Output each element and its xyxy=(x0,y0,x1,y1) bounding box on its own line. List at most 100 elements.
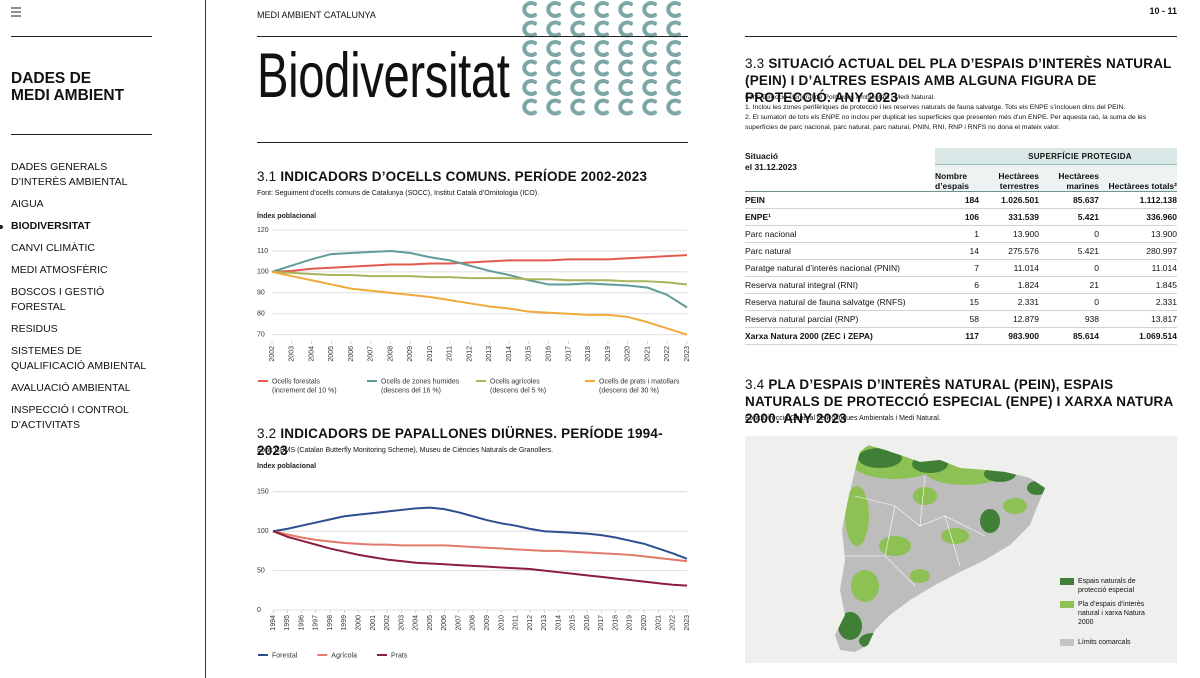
table-row: Parc natural 14 275.576 5.421 280.997 xyxy=(745,242,1177,260)
page-numbers: 10 - 11 xyxy=(1149,6,1177,16)
y-tick-label: 100 xyxy=(257,528,269,535)
nav-item[interactable]: BOSCOS I GESTIÓ FORESTAL xyxy=(11,286,105,313)
legend-label: Prats xyxy=(391,653,408,660)
x-tick-label: 2014 xyxy=(555,615,562,631)
table-cell: 184 xyxy=(935,191,981,209)
x-tick-label: 2005 xyxy=(328,346,335,362)
table-cell: 280.997 xyxy=(1101,242,1177,260)
table-row: Parc nacional 1 13.900 0 13.900 xyxy=(745,225,1177,243)
nav-item[interactable]: INSPECCIÓ I CONTROL D’ACTIVITATS xyxy=(11,404,129,431)
nav-item[interactable]: BIODIVERSITAT xyxy=(11,220,91,232)
table-head: Situació el 31.12.2023 SUPERFÍCIE PROTEGID… xyxy=(745,148,1177,192)
table-cell: Reserva natural integral (RNI) xyxy=(745,276,935,294)
y-tick-label: 150 xyxy=(257,489,269,496)
x-tick-label: 2002 xyxy=(269,346,276,362)
table-cell: 1.824 xyxy=(981,276,1041,294)
nav-item[interactable]: SISTEMES DE QUALIFICACIÓ AMBIENTAL xyxy=(11,345,147,372)
table-cell: 13.817 xyxy=(1101,310,1177,328)
legend-swatch xyxy=(1060,601,1074,608)
nav-item[interactable]: MEDI ATMOSFÈRIC xyxy=(11,264,108,276)
x-tick-label: 2004 xyxy=(308,346,315,362)
x-tick-label: 2022 xyxy=(664,346,671,362)
series-line xyxy=(271,270,688,286)
sidebar-border xyxy=(205,0,206,678)
legend-label: Ocells de prats i matollars xyxy=(599,379,680,386)
x-tick-label: 2003 xyxy=(289,346,296,362)
nav-item[interactable]: CANVI CLIMÀTIC xyxy=(11,242,96,254)
legend-label: Espais naturals de protecció especial xyxy=(1078,578,1136,594)
map-legend-item: Espais naturals de protecció especial xyxy=(1060,577,1150,595)
x-tick-label: 2019 xyxy=(605,346,612,362)
nav-item[interactable]: AIGUA xyxy=(11,198,44,210)
x-tick-label: 1996 xyxy=(298,615,305,631)
x-tick-label: 1997 xyxy=(313,615,320,631)
x-tick-label: 2013 xyxy=(486,346,493,362)
chart-source: Font: Seguiment d’ocells comuns de Catal… xyxy=(257,190,540,197)
column-header: Hectàrees marines xyxy=(1041,164,1101,192)
x-tick-label: 2023 xyxy=(684,615,691,631)
x-tick-label: 2022 xyxy=(670,615,677,631)
y-tick-label: 120 xyxy=(257,227,269,234)
x-tick-label: 2010 xyxy=(498,615,505,631)
table-cell: 58 xyxy=(935,310,981,328)
x-tick-label: 2020 xyxy=(625,346,632,362)
x-tick-label: 2020 xyxy=(641,615,648,631)
column-header: Hectàrees totals² xyxy=(1101,164,1177,192)
series-line xyxy=(271,270,688,336)
sidebar-rule xyxy=(11,36,152,37)
x-tick-label: 2018 xyxy=(585,346,592,362)
series-line xyxy=(272,530,688,563)
table-cell: 6 xyxy=(935,276,981,294)
x-tick-label: 2017 xyxy=(565,346,572,362)
x-tick-label: 1994 xyxy=(270,615,277,631)
legend-label: Límits comarcals xyxy=(1078,639,1131,646)
table-cell: Parc natural xyxy=(745,242,935,260)
table-cell: 7 xyxy=(935,259,981,277)
y-tick-label: 70 xyxy=(257,332,265,339)
y-tick-label: 100 xyxy=(257,269,269,276)
table-cell: 2.331 xyxy=(981,293,1041,311)
legend-note: (increment del 10 %) xyxy=(272,388,337,395)
sidebar-title-line: DADES DE xyxy=(11,70,92,87)
sidebar-title-line: MEDI AMBIENT xyxy=(11,87,125,104)
situation-line: Situació xyxy=(745,151,779,161)
map-legend-item: Pla d’espais d’interès natural i xarxa N… xyxy=(1060,600,1150,627)
table-cell: 1.112.138 xyxy=(1101,191,1177,209)
x-tick-label: 2006 xyxy=(441,615,448,631)
spacer-cell xyxy=(935,148,981,165)
map-source: Font: Direcció General de Polítiques Amb… xyxy=(745,415,941,422)
table-row: ENPE¹ 106 331.539 5.421 336.960 xyxy=(745,208,1177,226)
chart-title: INDICADORS D’OCELLS COMUNS. PERÍODE 2002… xyxy=(280,169,648,184)
section-title: PLA D’ESPAIS D’INTERÈS NATURAL (PEIN), E… xyxy=(745,377,1173,426)
nav-item[interactable]: RESIDUS xyxy=(11,323,58,335)
x-tick-label: 2023 xyxy=(684,346,691,362)
table-cell: ENPE¹ xyxy=(745,208,935,226)
table-row: Reserva natural parcial (RNP) 58 12.879 938… xyxy=(745,310,1177,328)
column-header: Nombre d’espais xyxy=(935,164,981,192)
x-tick-label: 2001 xyxy=(370,615,377,631)
menu-icon[interactable] xyxy=(10,6,22,18)
y-tick-label: 50 xyxy=(257,567,265,574)
legend-note: (descens del 30 %) xyxy=(599,388,659,395)
x-tick-label: 2008 xyxy=(470,615,477,631)
data-table: Situació el 31.12.2023 SUPERFÍCIE PROTEGID… xyxy=(745,148,1177,345)
nav-item[interactable]: DADES GENERALS D’INTERÈS AMBIENTAL xyxy=(11,161,128,188)
y-tick-label: 80 xyxy=(257,311,265,318)
nav-item[interactable]: AVALUACIÓ AMBIENTAL xyxy=(11,382,131,394)
table-cell: 1 xyxy=(935,225,981,243)
x-tick-label: 2000 xyxy=(355,615,362,631)
x-tick-label: 2015 xyxy=(526,346,533,362)
series-line xyxy=(271,254,688,273)
series-line xyxy=(272,530,688,587)
x-tick-label: 2008 xyxy=(387,346,394,362)
x-tick-label: 2007 xyxy=(455,615,462,631)
table-cell: 85.637 xyxy=(1041,191,1101,209)
table-cell: 13.900 xyxy=(1101,225,1177,243)
x-tick-label: 2009 xyxy=(484,615,491,631)
x-tick-label: 2014 xyxy=(506,346,513,362)
legend-label: Ocells de zones humides xyxy=(381,379,460,386)
column-header: Hectàrees terrestres xyxy=(981,164,1041,192)
series-line xyxy=(272,506,688,560)
section-number: 3.3 xyxy=(745,56,765,71)
